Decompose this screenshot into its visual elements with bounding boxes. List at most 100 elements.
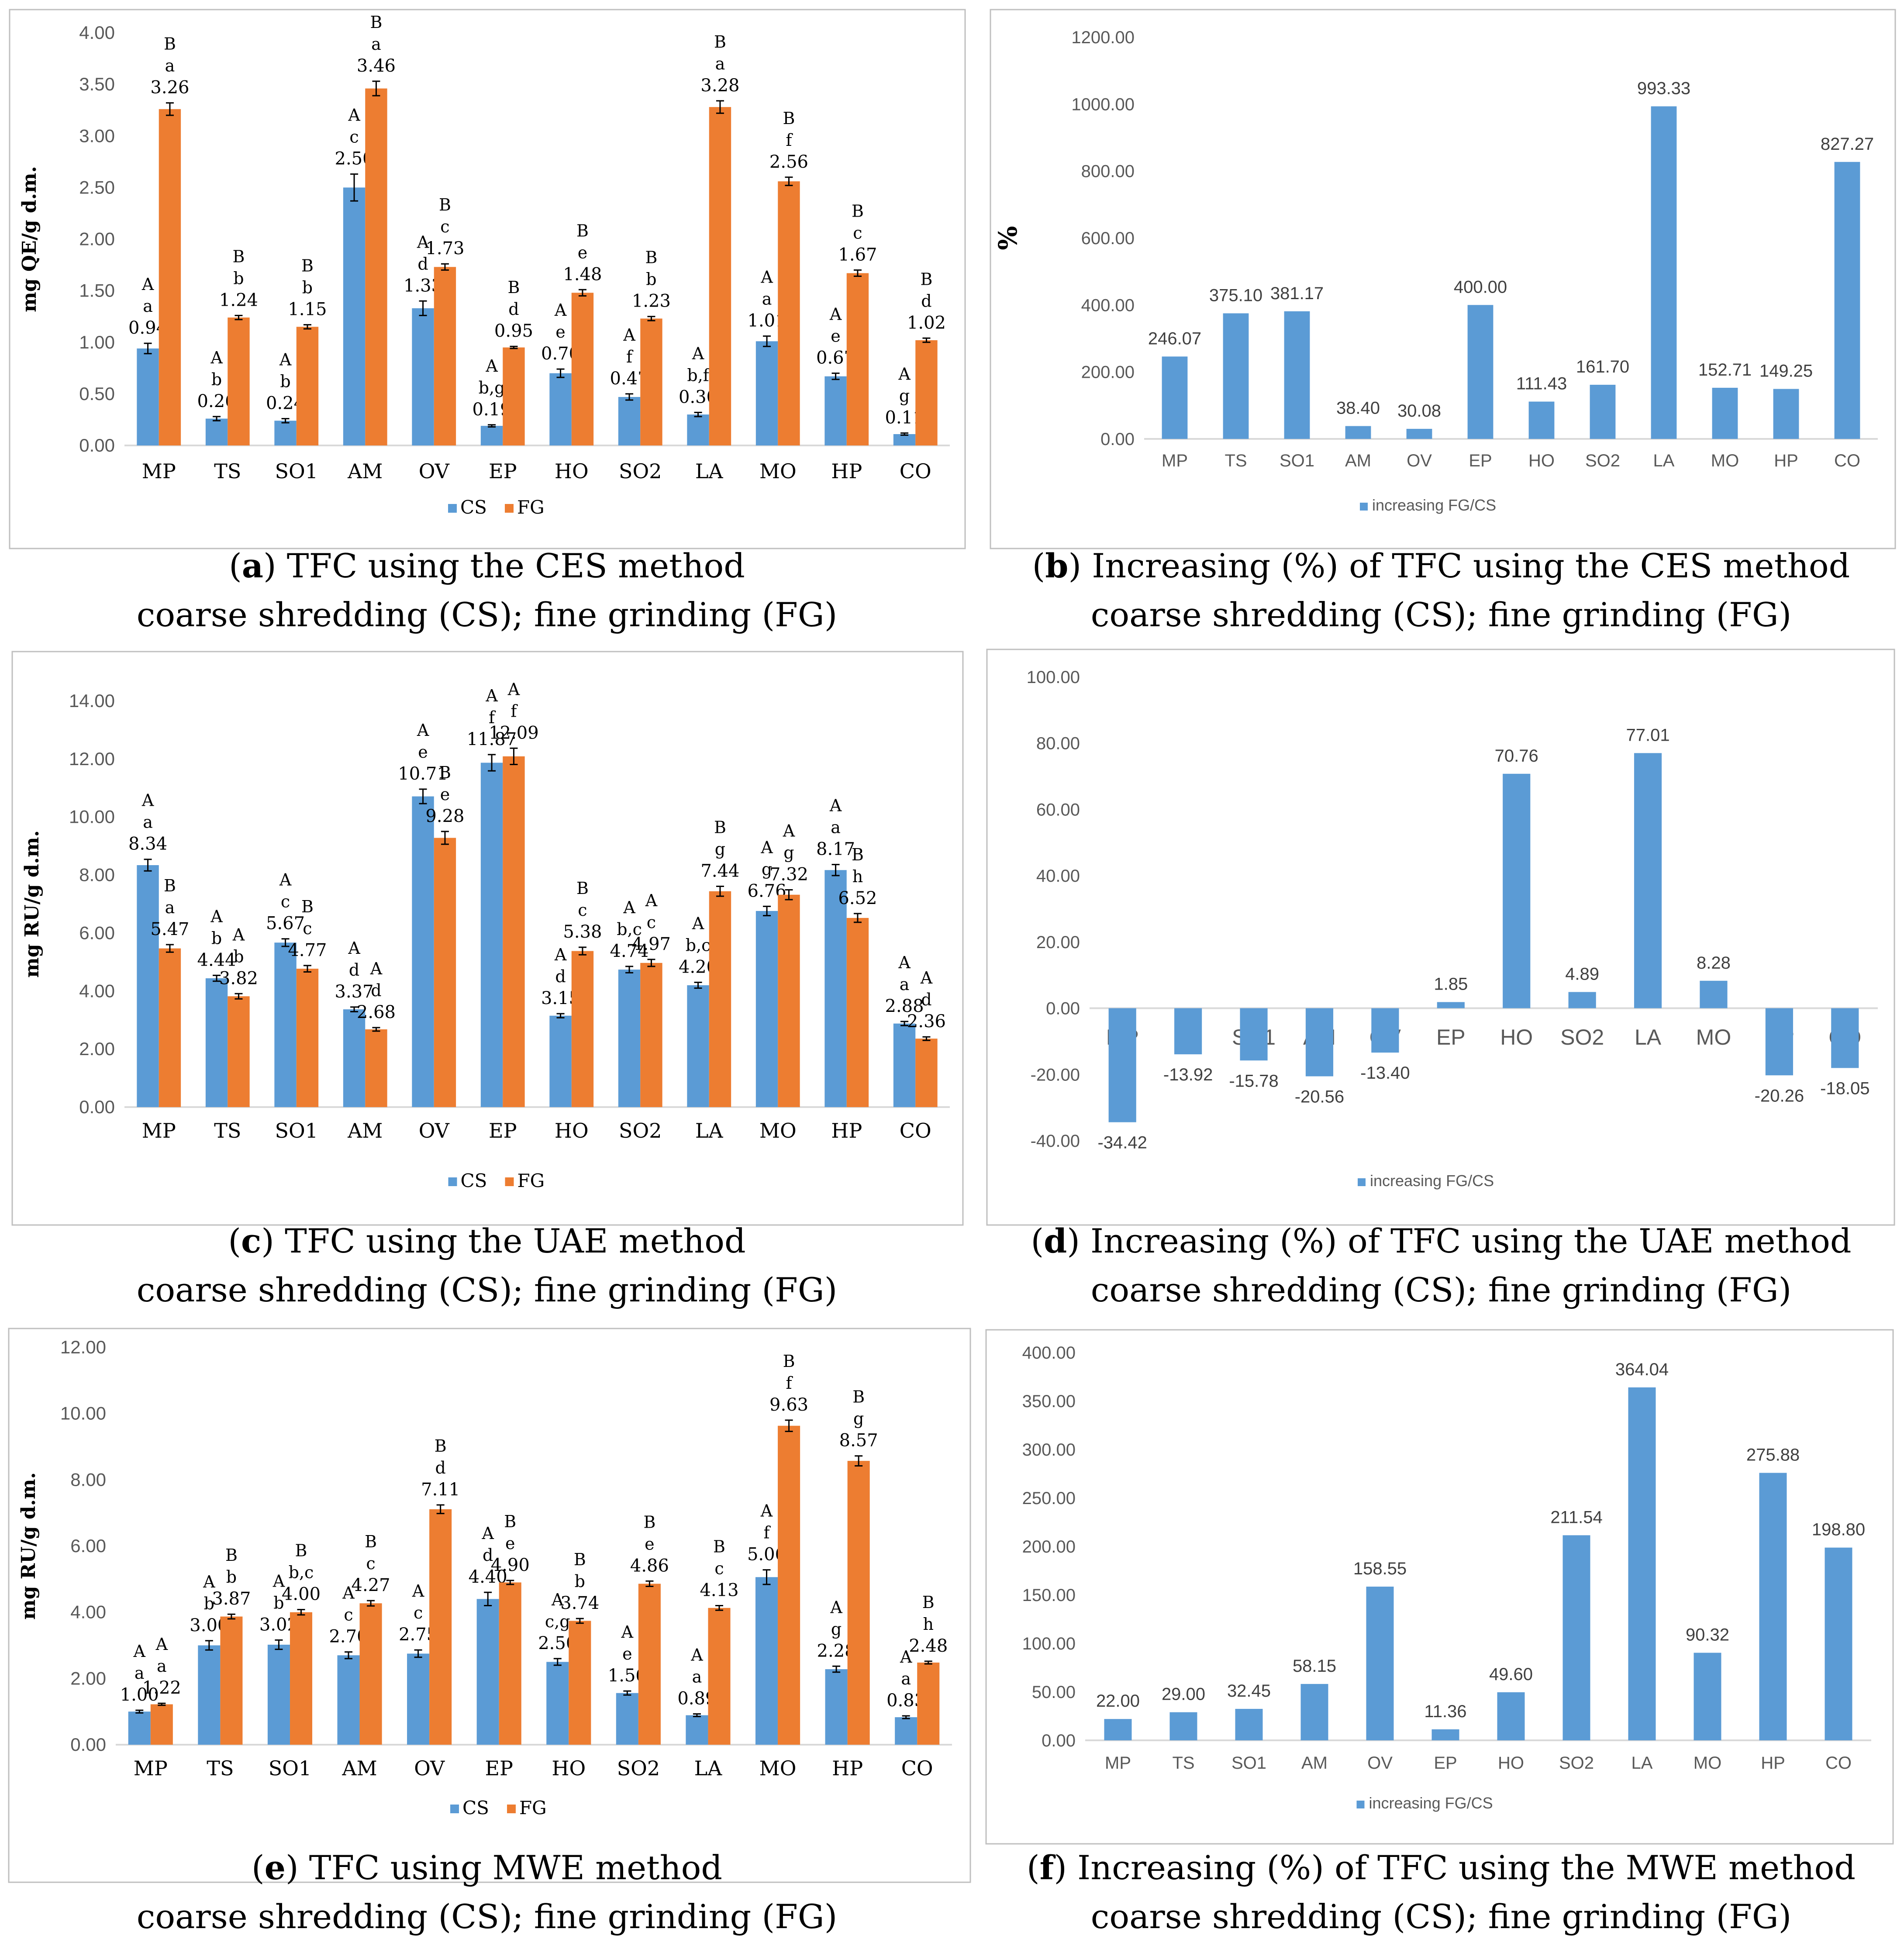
significance-letter: A <box>348 939 360 958</box>
data-label: 0.95 <box>494 321 533 341</box>
bar-fg-ho <box>569 1621 591 1745</box>
significance-letter: b <box>646 270 656 289</box>
bar-fg-mp <box>159 948 181 1107</box>
bar-fg-ho <box>571 293 594 445</box>
significance-letter: f <box>510 701 518 721</box>
significance-letter: a <box>157 1656 167 1676</box>
data-label: 152.71 <box>1698 360 1752 380</box>
x-tick-label-so2: SO2 <box>619 1119 662 1142</box>
legend-label-cs: CS <box>461 1170 487 1191</box>
bar-cs-mp <box>137 348 159 445</box>
bar-cs-so1 <box>274 421 297 445</box>
data-label: 5.38 <box>563 922 602 942</box>
x-tick-label-mo: MO <box>1694 1753 1721 1773</box>
bar-cs-la <box>687 414 709 445</box>
data-label: -15.78 <box>1229 1071 1278 1090</box>
significance-letter: c <box>853 223 862 242</box>
significance-letter: A <box>203 1572 215 1591</box>
x-tick-label-so1: SO1 <box>269 1756 312 1780</box>
bar-fg-am <box>359 1603 382 1745</box>
data-label: 198.80 <box>1812 1520 1865 1539</box>
bar-fg-co <box>915 1039 938 1107</box>
y-axis-label: % <box>993 226 1023 250</box>
data-label: 5.47 <box>150 919 189 939</box>
y-tick-label: 0.00 <box>1042 1731 1076 1750</box>
data-label: 6.52 <box>838 888 877 908</box>
significance-letter: A <box>920 968 933 987</box>
significance-letter: e <box>418 742 428 762</box>
significance-letter: B <box>370 13 382 32</box>
significance-letter: A <box>829 305 842 324</box>
y-tick-label: 1.00 <box>79 332 115 352</box>
legend-swatch-increasing <box>1356 1801 1365 1808</box>
significance-letter: B <box>439 195 451 214</box>
bar-cs-so1 <box>274 942 297 1107</box>
significance-letter: h <box>923 1615 933 1634</box>
data-label: 8.57 <box>839 1431 878 1451</box>
significance-letter: B <box>714 32 726 52</box>
data-label: 1.00 <box>120 1685 159 1705</box>
significance-letter: B <box>574 1550 586 1569</box>
bar-fg-ep <box>503 347 525 445</box>
bar-cs-co <box>893 434 916 445</box>
caption-line-1: (a) TFC using the CES method <box>229 546 745 585</box>
caption-line-2: coarse shredding (CS); fine grinding (FG… <box>137 1270 837 1309</box>
legend-swatch-cs <box>448 1177 457 1186</box>
significance-letter: a <box>371 35 381 54</box>
data-label: 211.54 <box>1550 1508 1602 1527</box>
data-label: 4.97 <box>632 934 671 954</box>
data-label: 2.36 <box>907 1011 946 1032</box>
y-tick-label: 4.00 <box>70 1602 106 1622</box>
chart-panel-e: 0.00 2.00 4.00 6.00 8.00 10.00 12.00 mg RU/g d.… <box>8 1328 971 1936</box>
x-tick-label-mo: MO <box>1711 451 1739 470</box>
x-tick-label-ho: HO <box>555 1119 589 1142</box>
significance-letter: a <box>692 1667 702 1686</box>
x-tick-label-mp: MP <box>142 1119 176 1142</box>
bar-increase-co <box>1834 162 1860 439</box>
x-tick-label-mo: MO <box>759 459 797 483</box>
significance-letter: A <box>348 106 360 125</box>
significance-letter: d <box>349 960 359 980</box>
data-label: 8.34 <box>128 834 167 854</box>
y-axis-label: mg RU/g d.m. <box>21 830 43 978</box>
bar-increase-mo <box>1712 387 1738 439</box>
data-label: 90.32 <box>1686 1625 1729 1644</box>
bar-increase-ep <box>1437 1002 1465 1008</box>
significance-letter: B <box>164 876 176 895</box>
data-label: 38.40 <box>1336 399 1380 418</box>
data-label: 4.44 <box>197 950 236 970</box>
y-tick-label: 0.00 <box>1100 430 1135 449</box>
bar-cs-mo <box>755 341 778 445</box>
x-tick-label-co: CO <box>900 459 931 483</box>
data-label: 1.85 <box>1434 975 1468 994</box>
data-label: 2.56 <box>769 152 808 172</box>
y-tick-label: 80.00 <box>1036 734 1080 753</box>
y-tick-label: 4.00 <box>79 22 115 43</box>
bar-fg-so2 <box>638 1584 661 1745</box>
significance-letter: A <box>760 1501 773 1521</box>
y-tick-label: 12.00 <box>69 749 115 769</box>
significance-letter: a <box>165 898 175 917</box>
significance-letter: b,g <box>479 378 505 397</box>
significance-letter: b,c <box>686 935 711 955</box>
data-label: 1.22 <box>142 1678 181 1698</box>
y-tick-label: 0.00 <box>79 435 115 455</box>
bar-fg-mp <box>150 1704 173 1745</box>
significance-letter: c <box>303 919 312 938</box>
bar-increase-ep <box>1431 1729 1459 1740</box>
x-tick-label-la: LA <box>1653 451 1675 470</box>
bar-increase-hp <box>1759 1473 1787 1740</box>
y-tick-label: 6.00 <box>70 1536 106 1556</box>
x-tick-label-so2: SO2 <box>1560 1025 1604 1049</box>
bar-fg-ep <box>499 1582 521 1745</box>
data-label: 7.32 <box>769 864 808 884</box>
bar-fg-la <box>708 1608 731 1745</box>
data-label: 1.73 <box>425 238 464 259</box>
caption-line-2: coarse shredding (CS); fine grinding (FG… <box>1091 1897 1791 1936</box>
x-tick-label-ep: EP <box>1436 1025 1466 1049</box>
significance-letter: A <box>370 959 383 978</box>
bar-fg-co <box>917 1662 940 1745</box>
bar-fg-so2 <box>640 318 662 445</box>
data-label: 3.28 <box>700 76 739 96</box>
bar-cs-ts <box>205 978 228 1107</box>
